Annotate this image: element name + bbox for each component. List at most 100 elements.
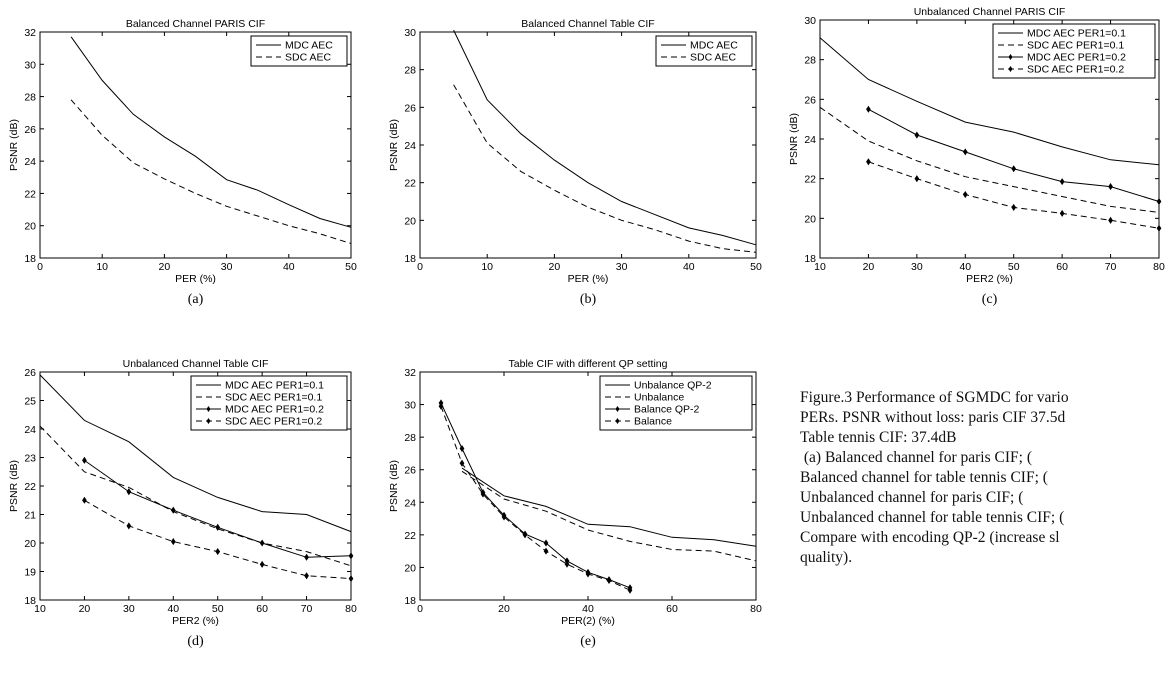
chart-panel: 0 20 40 60 80 18 20 22 24 26 28 30 32 Table CIF with …	[388, 358, 762, 649]
series-line	[868, 108, 1160, 202]
legend-label: SDC AEC PER1=0.2	[1027, 64, 1124, 76]
series-line	[453, 84, 757, 253]
legend-label: Balance	[634, 416, 672, 428]
caption-line: Table tennis CIF: 37.4dB	[800, 429, 957, 446]
data-point	[1156, 197, 1162, 206]
series-line	[440, 406, 631, 591]
y-tick-label: 20	[24, 221, 36, 233]
chart-title: Unbalanced Channel PARIS CIF	[914, 6, 1066, 18]
legend-box	[655, 35, 753, 67]
data-point	[564, 560, 570, 568]
y-axis-label: PSNR (dB)	[788, 113, 800, 165]
legend-label: MDC AEC PER1=0.1	[225, 380, 324, 392]
legend-label: SDC AEC	[690, 52, 737, 64]
x-tick-label: 10	[814, 261, 826, 273]
x-tick-label: 30	[911, 261, 923, 273]
y-tick-label: 19	[24, 567, 36, 579]
data-point	[1059, 209, 1065, 217]
legend-marker	[1008, 54, 1013, 60]
y-tick-label: 18	[404, 253, 416, 265]
y-tick-label: 21	[24, 510, 36, 522]
data-point	[866, 105, 871, 113]
y-tick-label: 30	[24, 59, 36, 71]
y-tick-label: 22	[804, 174, 816, 186]
data-point	[459, 459, 465, 467]
legend-label: MDC AEC	[285, 40, 333, 52]
data-point	[126, 522, 132, 530]
y-tick-label: 24	[24, 156, 36, 168]
y-tick-label: 20	[24, 538, 36, 550]
x-tick-label: 10	[481, 261, 493, 273]
chart-title: Unbalanced Channel Table CIF	[123, 358, 269, 370]
series-line	[453, 29, 757, 246]
x-tick-label: 40	[683, 261, 695, 273]
y-axis-label: PSNR (dB)	[388, 119, 400, 171]
legend-label: Unbalance QP-2	[634, 380, 712, 392]
data-point	[1108, 183, 1113, 191]
x-tick-label: 80	[345, 603, 357, 615]
data-point	[259, 539, 265, 547]
caption-line: Figure.3 Performance of SGMDC for vario	[800, 389, 1069, 406]
y-tick-label: 24	[804, 134, 816, 146]
data-point	[304, 572, 309, 580]
y-tick-label: 28	[804, 55, 816, 67]
panel-label: (b)	[580, 292, 597, 307]
y-tick-label: 26	[404, 465, 416, 477]
legend-label: SDC AEC PER1=0.1	[225, 392, 322, 404]
y-tick-label: 23	[24, 453, 36, 465]
series-line	[70, 36, 352, 228]
y-tick-label: 26	[404, 102, 416, 114]
x-tick-label: 50	[1008, 261, 1020, 273]
y-tick-label: 26	[24, 367, 36, 379]
x-tick-label: 80	[750, 603, 762, 615]
y-tick-label: 24	[404, 140, 416, 152]
x-tick-label: 0	[417, 603, 423, 615]
data-point	[914, 175, 920, 183]
x-tick-label: 20	[159, 261, 171, 273]
x-tick-label: 60	[666, 603, 678, 615]
y-tick-label: 18	[24, 253, 36, 265]
series-line	[819, 37, 1160, 166]
y-tick-label: 18	[804, 253, 816, 265]
x-tick-label: 70	[1105, 261, 1117, 273]
legend-marker	[1008, 66, 1013, 72]
legend-marker	[615, 406, 620, 412]
data-point	[606, 576, 612, 584]
y-tick-label: 24	[24, 424, 36, 436]
legend-label: MDC AEC PER1=0.2	[1027, 52, 1126, 64]
data-point	[82, 496, 87, 504]
x-tick-label: 50	[345, 261, 357, 273]
x-tick-label: 0	[417, 261, 423, 273]
data-point	[543, 539, 549, 547]
data-point	[480, 490, 486, 498]
data-point	[170, 506, 176, 514]
data-point	[215, 523, 221, 531]
y-axis-label: PSNR (dB)	[8, 460, 20, 512]
x-tick-label: 10	[96, 261, 108, 273]
legend-marker	[615, 418, 620, 424]
y-tick-label: 28	[404, 65, 416, 77]
y-tick-label: 18	[404, 595, 416, 607]
y-axis-label: PSNR (dB)	[388, 460, 400, 512]
series-line	[39, 425, 352, 567]
chart-panel: 10 20 30 40 50 60 70 80 18 19 20 21 22 23 24 25 26 Unbala…	[8, 358, 357, 649]
x-tick-label: 50	[750, 261, 762, 273]
panel-label: (a)	[188, 292, 204, 307]
series-line	[440, 402, 631, 589]
x-tick-label: 60	[256, 603, 268, 615]
y-tick-label: 25	[24, 396, 36, 408]
data-point	[348, 575, 354, 583]
caption-line: Compare with encoding QP-2 (increase sl	[800, 529, 1060, 546]
x-axis-label: PER2 (%)	[966, 273, 1013, 285]
y-tick-label: 24	[404, 497, 416, 509]
legend-label: MDC AEC PER1=0.2	[225, 404, 324, 416]
x-tick-label: 20	[79, 603, 91, 615]
caption-line: Unbalanced channel for table tennis CIF;…	[800, 509, 1065, 526]
x-axis-label: PER(2) (%)	[561, 615, 615, 627]
legend-marker	[206, 418, 211, 424]
legend-label: SDC AEC	[285, 52, 332, 64]
data-point	[543, 547, 549, 555]
x-axis-label: PER (%)	[175, 273, 216, 285]
x-tick-label: 40	[283, 261, 295, 273]
